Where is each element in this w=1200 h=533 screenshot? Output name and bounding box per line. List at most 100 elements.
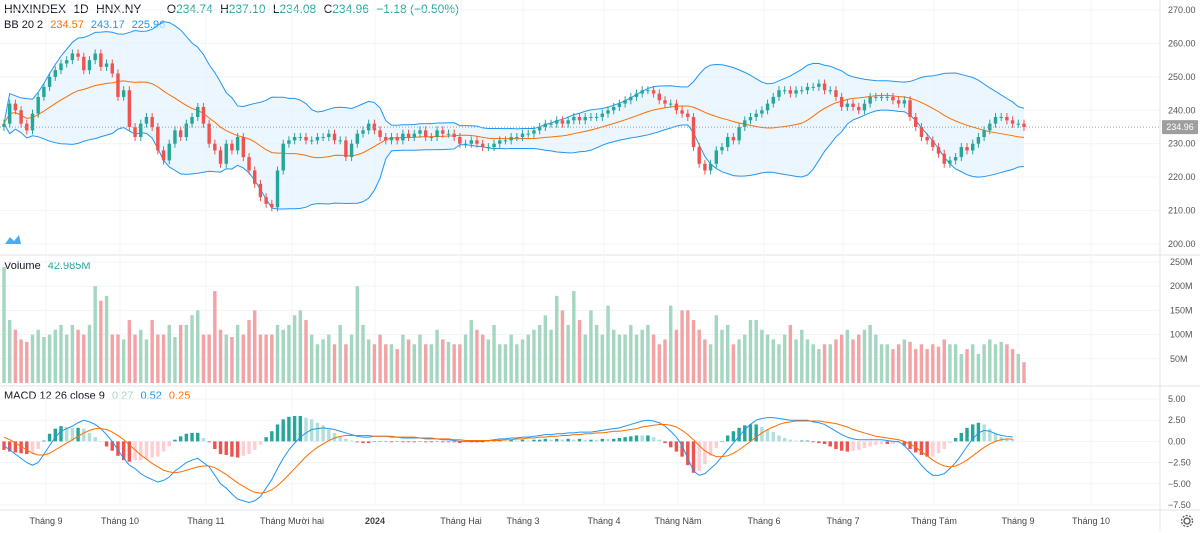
- macd-hist-bar: [378, 441, 382, 442]
- interval-label[interactable]: 1D: [73, 2, 89, 16]
- volume-bar: [344, 344, 348, 383]
- macd-hist-bar: [401, 441, 405, 443]
- candle-body: [25, 123, 29, 131]
- volume-bar: [720, 329, 724, 383]
- macd-hist-bar: [971, 424, 975, 442]
- symbol-name[interactable]: HNXINDEX: [4, 2, 67, 16]
- macd-hist-bar: [7, 441, 12, 452]
- macd-hist-bar: [668, 441, 673, 448]
- volume-bar: [64, 334, 69, 383]
- candle-body: [446, 133, 451, 135]
- volume-bar: [389, 344, 394, 383]
- candle-body: [480, 143, 485, 148]
- volume-bar: [697, 329, 701, 383]
- volume-bar: [7, 320, 12, 383]
- candle-body: [184, 123, 189, 138]
- macd-hist-bar: [344, 438, 348, 442]
- time-tick-label: Tháng 9: [1001, 516, 1034, 526]
- macd-hist-bar: [53, 428, 57, 442]
- macd-hist-bar: [230, 441, 234, 457]
- macd-hist-bar: [178, 436, 183, 442]
- volume-bar: [851, 339, 855, 383]
- volume-tick-label: 200M: [1170, 281, 1193, 291]
- volume-bar: [139, 329, 143, 383]
- candle-body: [805, 86, 810, 91]
- candle-body: [173, 130, 177, 144]
- macd-hist-bar: [600, 438, 605, 442]
- macd-hist-bar: [663, 441, 667, 444]
- volume-bar: [782, 334, 787, 383]
- candle-body: [281, 143, 285, 171]
- macd-hist-bar: [532, 439, 536, 442]
- volume-bar: [310, 334, 314, 383]
- candle-body: [788, 90, 793, 94]
- macd-tick-label: −7.50: [1168, 500, 1191, 510]
- macd-hist-bar: [235, 441, 240, 458]
- time-tick-label: Tháng Hai: [440, 516, 482, 526]
- volume-bar: [435, 329, 439, 383]
- macd-hist-bar: [13, 441, 18, 453]
- candle-body: [760, 110, 764, 114]
- candle-body: [99, 53, 103, 67]
- macd-tick-label: 0.00: [1168, 436, 1186, 446]
- volume-bar: [526, 334, 530, 383]
- candle-body: [532, 130, 536, 134]
- macd-hist-bar: [207, 441, 211, 443]
- volume-tick-label: 150M: [1170, 305, 1193, 315]
- macd-hist-bar: [651, 437, 656, 442]
- candle-body: [896, 100, 901, 104]
- volume-bar: [703, 339, 707, 383]
- macd-tick-label: −2.50: [1168, 458, 1191, 468]
- volume-bar: [418, 334, 422, 383]
- time-tick-label: Tháng 4: [587, 516, 620, 526]
- candle-body: [498, 140, 502, 144]
- volume-tick-label: 100M: [1170, 330, 1193, 340]
- price-tag-label: 234.96: [1166, 122, 1194, 132]
- macd-hist-bar: [275, 424, 280, 442]
- candle-body: [1010, 120, 1015, 124]
- candle-body: [993, 116, 998, 124]
- candle-body: [161, 150, 166, 161]
- low-label: L234.08: [272, 2, 317, 16]
- macd-hist-bar: [731, 431, 736, 442]
- candle-body: [800, 90, 804, 92]
- macd-hist-bar: [725, 435, 730, 442]
- volume-bar: [919, 344, 924, 383]
- candle-body: [7, 103, 12, 124]
- macd-tick-label: 2.50: [1168, 415, 1186, 425]
- macd-hist-bar: [589, 439, 593, 442]
- candle-body: [771, 96, 775, 104]
- volume-bar: [891, 349, 895, 383]
- settings-gear-icon[interactable]: [1180, 514, 1194, 528]
- macd-hist-bar: [241, 441, 246, 456]
- macd-line: [3, 417, 1013, 503]
- volume-bar: [600, 334, 605, 383]
- macd-hist-bar: [891, 441, 895, 444]
- volume-legend[interactable]: Volume 42.985M: [4, 259, 95, 273]
- bb-basis-value: 234.57: [50, 19, 84, 31]
- macd-hist-bar: [435, 441, 439, 442]
- time-tick-label: Tháng Mười hai: [260, 516, 324, 526]
- candle-body: [885, 96, 889, 98]
- volume-bar: [993, 344, 998, 383]
- volume-bar: [560, 310, 565, 383]
- volume-bar: [298, 310, 303, 383]
- candle-body: [794, 90, 798, 94]
- candle-body: [509, 137, 513, 141]
- candle-body: [657, 93, 662, 101]
- volume-bar: [47, 334, 52, 383]
- macd-hist-bar: [332, 432, 337, 442]
- volume-bar: [30, 334, 35, 383]
- tradingview-logo-icon[interactable]: [4, 232, 22, 244]
- macd-hist-bar: [76, 427, 80, 442]
- candle-body: [384, 137, 388, 141]
- macd-hist-bar: [287, 416, 291, 442]
- volume-bar: [948, 344, 952, 383]
- volume-bar: [686, 310, 690, 383]
- macd-hist-bar: [19, 441, 23, 454]
- candle-body: [680, 110, 684, 114]
- macd-hist-bar: [646, 435, 650, 442]
- candle-body: [971, 143, 975, 151]
- macd-hist-bar: [703, 441, 707, 465]
